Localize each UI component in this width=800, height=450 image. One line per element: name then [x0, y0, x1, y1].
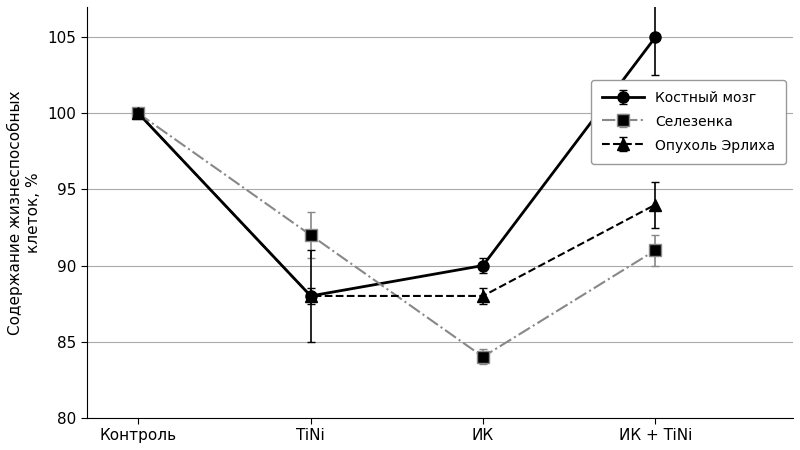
Y-axis label: Содержание жизнеспособных
клеток, %: Содержание жизнеспособных клеток, %: [7, 90, 41, 334]
Legend: Костный мозг, Селезенка, Опухоль Эрлиха: Костный мозг, Селезенка, Опухоль Эрлиха: [591, 80, 786, 164]
